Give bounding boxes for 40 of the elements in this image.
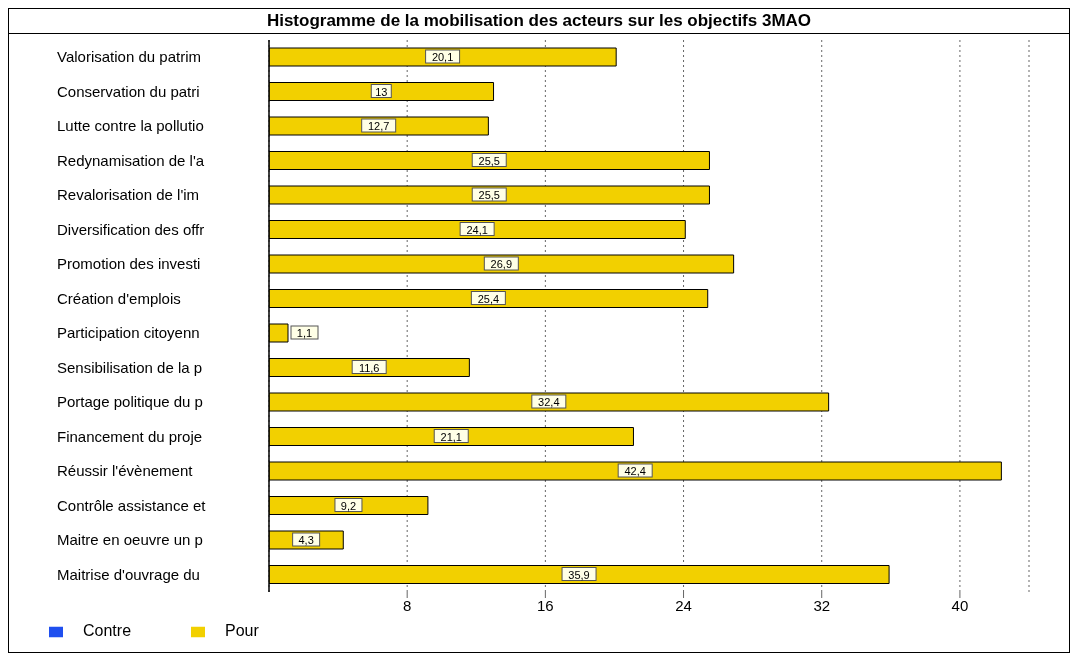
- x-tick-label: 24: [675, 596, 692, 614]
- data-label: 11,6: [358, 361, 380, 374]
- legend-label: Contre: [83, 622, 132, 639]
- data-label: 13: [375, 85, 388, 98]
- y-tick-label: Diversification des offr: [57, 220, 205, 238]
- x-tick-label: 8: [403, 596, 412, 614]
- y-tick-label: Revalorisation de l'im: [57, 186, 200, 204]
- y-tick-label: Maitre en oeuvre un p: [57, 531, 203, 549]
- data-label: 32,4: [538, 396, 560, 408]
- data-label: 25,4: [477, 292, 500, 305]
- legend-label: Pour: [225, 622, 259, 639]
- y-tick-label: Sensibilisation de la p: [57, 358, 203, 376]
- y-tick-label: Contrôle assistance et: [57, 496, 207, 514]
- data-label: 4,3: [298, 534, 314, 546]
- data-label: 9,2: [340, 499, 357, 512]
- data-label: 1,1: [296, 327, 313, 339]
- y-tick-label: Valorisation du patrim: [57, 48, 201, 66]
- data-label: 25,5: [478, 189, 500, 201]
- x-tick-label: 16: [537, 596, 554, 614]
- y-tick-label: Redynamisation de l'a: [57, 151, 205, 169]
- y-tick-label: Participation citoyenn: [57, 324, 200, 342]
- data-label: 42,4: [624, 465, 646, 477]
- data-label: 24,1: [466, 223, 488, 236]
- data-label: 26,9: [490, 258, 513, 270]
- y-tick-label: Lutte contre la pollutio: [57, 117, 204, 135]
- y-tick-label: Portage politique du p: [57, 393, 203, 411]
- data-label: 20,1: [431, 51, 454, 63]
- y-tick-label: Création d'emplois: [57, 289, 181, 307]
- y-tick-label: Maitrise d'ouvrage du: [57, 565, 200, 583]
- chart-title: Histogramme de la mobilisation des acteurs sur les objectifs 3MAO: [9, 9, 1069, 34]
- y-tick-label: Conservation du patri: [57, 82, 200, 100]
- data-label: 12,7: [367, 120, 390, 132]
- y-tick-label: Financement du proje: [57, 427, 203, 445]
- y-tick-label: Promotion des investi: [57, 255, 201, 273]
- y-tick-label: Réussir l'évènement: [57, 462, 194, 480]
- x-tick-label: 32: [813, 596, 831, 614]
- data-label: 35,9: [568, 568, 590, 581]
- x-tick-label: 40: [951, 596, 969, 614]
- data-label: 21,1: [440, 430, 462, 443]
- data-label: 25,5: [478, 154, 500, 167]
